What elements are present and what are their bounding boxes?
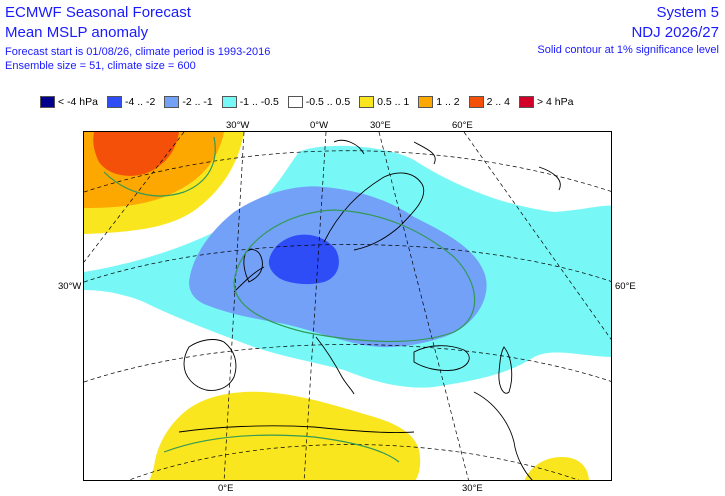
- legend-swatch: [518, 96, 534, 108]
- subtitle-forecast-start: Forecast start is 01/08/26, climate peri…: [5, 46, 271, 58]
- graticule-label-left: 30°W: [58, 281, 82, 292]
- legend-item: < -4 hPa: [40, 96, 98, 108]
- graticule-label-bottom: 0°E: [218, 483, 234, 494]
- graticule-label-top: 0°W: [310, 120, 329, 131]
- legend-swatch: [221, 96, 237, 108]
- graticule-parallel: [84, 244, 611, 283]
- graticule-parallel: [128, 444, 580, 480]
- legend-label: -4 .. -2: [125, 96, 156, 108]
- anomaly-region-plus05-se: [524, 457, 589, 480]
- coastline-north-africa: [178, 425, 415, 433]
- legend-label: 1 .. 2: [436, 96, 460, 108]
- anomaly-region-plus05-s: [149, 391, 421, 480]
- title-line-1: ECMWF Seasonal Forecast: [5, 4, 191, 21]
- coastline-italy: [315, 336, 355, 395]
- legend-item: -1 .. -0.5: [221, 96, 279, 108]
- graticule-parallel: [84, 150, 611, 193]
- map-canvas: [84, 132, 611, 480]
- coastline-middle-east: [473, 391, 533, 480]
- color-legend: < -4 hPa -4 .. -2 -2 .. -1 -1 .. -0.5 -0…: [40, 95, 582, 109]
- legend-label: -1 .. -0.5: [239, 96, 279, 108]
- graticule-label-top: 60°E: [452, 120, 473, 131]
- legend-item: 1 .. 2: [418, 96, 460, 108]
- legend-item: 0.5 .. 1: [359, 96, 409, 108]
- coastline-iberia: [183, 339, 237, 391]
- legend-label: -2 .. -1: [182, 96, 213, 108]
- legend-label: < -4 hPa: [58, 96, 98, 108]
- graticule-label-bottom: 30°E: [462, 483, 483, 494]
- legend-item: > 4 hPa: [518, 96, 574, 108]
- legend-label: 2 .. 4: [486, 96, 510, 108]
- significance-note: Solid contour at 1% significance level: [537, 44, 719, 56]
- coastlines: [178, 139, 561, 480]
- legend-swatch: [468, 96, 484, 108]
- graticule-meridian: [84, 132, 185, 263]
- graticule-label-top: 30°W: [226, 120, 250, 131]
- graticule-label-right: 60°E: [615, 281, 636, 292]
- legend-item: -0.5 .. 0.5: [287, 96, 351, 108]
- system-label: System 5: [656, 4, 719, 21]
- graticule: [84, 132, 611, 480]
- graticule-meridian: [378, 132, 469, 480]
- graticule-parallel: [84, 344, 611, 383]
- legend-swatch: [40, 96, 55, 108]
- coastline-caspian: [498, 346, 513, 394]
- legend-swatch: [287, 96, 303, 108]
- coastline-black-sea: [413, 345, 470, 371]
- graticule-meridian: [303, 132, 327, 480]
- graticule-label-top: 30°E: [370, 120, 391, 131]
- anomaly-region-plus2-nw: [93, 132, 179, 176]
- significance-contour-nw: [103, 136, 216, 197]
- legend-item: -4 .. -2: [107, 96, 155, 108]
- coastline-arctic: [333, 139, 561, 191]
- legend-label: -0.5 .. 0.5: [305, 96, 351, 108]
- legend-item: -2 .. -1: [164, 96, 213, 108]
- legend-swatch: [359, 96, 375, 108]
- significance-contour-s: [163, 434, 400, 463]
- graticule-meridian: [223, 132, 245, 480]
- period-label: NDJ 2026/27: [631, 24, 719, 41]
- legend-swatch: [418, 96, 434, 108]
- coastline-scandinavia: [323, 172, 425, 251]
- legend-item: 2 .. 4: [468, 96, 510, 108]
- legend-swatch: [164, 96, 180, 108]
- significance-contours: [103, 136, 476, 463]
- legend-swatch: [107, 96, 122, 108]
- title-line-2: Mean MSLP anomaly: [5, 24, 149, 41]
- anomaly-map: [83, 131, 612, 481]
- coastline-france-britain: [233, 249, 265, 293]
- graticule-meridian: [463, 132, 611, 340]
- legend-label: > 4 hPa: [536, 96, 574, 108]
- anomaly-region-minus4: [268, 234, 339, 285]
- subtitle-ensemble-size: Ensemble size = 51, climate size = 600: [5, 60, 196, 72]
- legend-label: 0.5 .. 1: [377, 96, 410, 108]
- significance-contour-negative: [233, 209, 476, 343]
